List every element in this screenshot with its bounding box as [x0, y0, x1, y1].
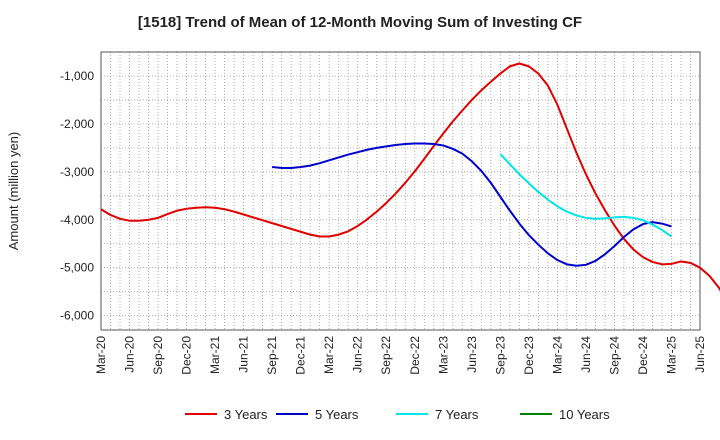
series-line-5-years [272, 142, 672, 267]
x-tick-label: Dec-22 [408, 336, 422, 375]
x-tick-label: Mar-23 [436, 336, 450, 374]
x-axis-ticks: Mar-20 Jun-20 Sep-20 Dec-20 Mar-21 Jun-21 Sep-… [94, 336, 707, 375]
x-tick-label: Jun-25 [693, 336, 707, 373]
y-tick-label: -5,000 [60, 261, 94, 275]
x-tick-label: Mar-25 [664, 336, 678, 374]
y-tick-label: -4,000 [60, 213, 94, 227]
chart-title: [1518] Trend of Mean of 12-Month Moving … [137, 14, 583, 31]
x-tick-label: Sep-20 [151, 336, 165, 375]
x-tick-label: Dec-24 [636, 336, 650, 375]
x-tick-label: Mar-21 [208, 336, 222, 374]
legend-label: 3 Years [224, 407, 268, 422]
x-tick-label: Mar-20 [94, 336, 108, 374]
plot-frame [100, 51, 701, 331]
x-tick-label: Mar-22 [322, 336, 336, 374]
legend: 3 Years 5 Years 7 Years 10 Years [185, 407, 610, 422]
legend-label: 7 Years [435, 407, 479, 422]
x-tick-label: Jun-21 [237, 336, 251, 373]
grid-layer [101, 51, 700, 330]
series-layer [100, 62, 720, 292]
x-tick-label: Sep-21 [265, 336, 279, 375]
x-tick-label: Sep-24 [607, 336, 621, 375]
x-tick-label: Jun-22 [351, 336, 365, 373]
x-tick-label: Dec-23 [522, 336, 536, 375]
x-tick-label: Sep-23 [493, 336, 507, 375]
x-tick-label: Mar-24 [550, 336, 564, 374]
y-tick-label: -1,000 [60, 69, 94, 83]
y-tick-label: -2,000 [60, 117, 94, 131]
x-tick-label: Dec-21 [294, 336, 308, 375]
y-tick-label: -3,000 [60, 165, 94, 179]
series-line-3-years [100, 62, 720, 292]
x-tick-label: Jun-20 [123, 336, 137, 373]
legend-label: 10 Years [559, 407, 610, 422]
x-tick-label: Jun-24 [579, 336, 593, 373]
series-line-7-years [499, 153, 673, 238]
x-tick-label: Dec-20 [180, 336, 194, 375]
y-axis-ticks: -6,000 -5,000 -4,000 -3,000 -2,000 -1,000 [60, 69, 94, 323]
legend-label: 5 Years [315, 407, 359, 422]
x-tick-label: Jun-23 [465, 336, 479, 373]
y-tick-label: -6,000 [60, 309, 94, 323]
y-axis-title: Amount (million yen) [6, 132, 21, 251]
x-tick-label: Sep-22 [379, 336, 393, 375]
